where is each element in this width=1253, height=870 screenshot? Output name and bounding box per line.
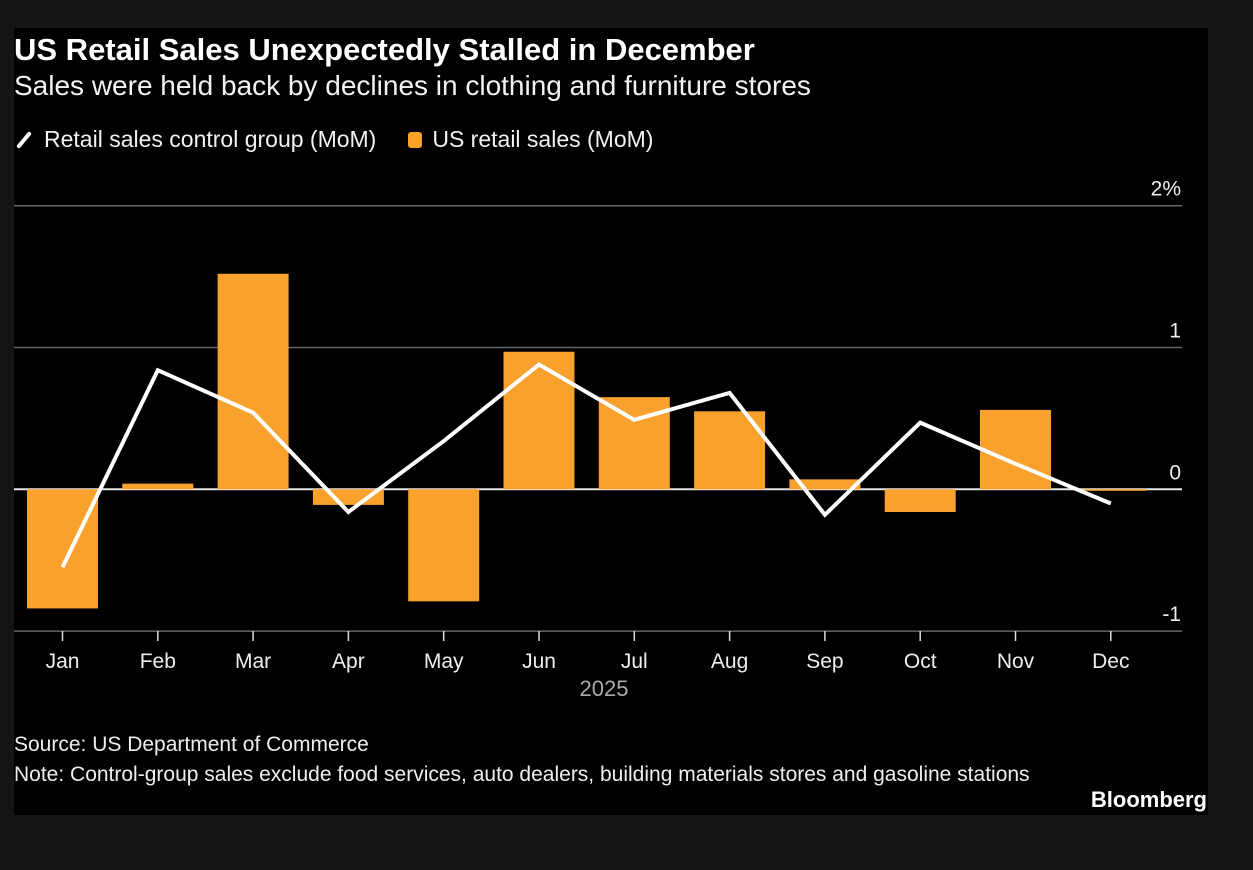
bar-dec — [1075, 489, 1147, 491]
x-tick-label: Mar — [235, 650, 271, 673]
legend-label-control-group: Retail sales control group (MoM) — [44, 126, 377, 152]
x-tick-label: Feb — [140, 650, 176, 673]
y-tick-label: 1 — [1169, 320, 1181, 343]
chart-subtitle: Sales were held back by declines in clot… — [14, 70, 811, 101]
footnote: Note: Control-group sales exclude food s… — [14, 763, 1030, 786]
x-tick-label: Apr — [332, 650, 365, 673]
bar-jun — [503, 351, 575, 490]
y-tick-label: -1 — [1162, 603, 1181, 626]
bar-may — [408, 489, 480, 602]
bloomberg-logo: Bloomberg — [1090, 787, 1207, 812]
bar-nov — [980, 409, 1051, 490]
legend-label-retail-sales: US retail sales (MoM) — [432, 126, 654, 152]
x-tick-label: Nov — [997, 650, 1035, 673]
chart-title: US Retail Sales Unexpectedly Stalled in … — [14, 32, 755, 67]
bar-oct — [884, 489, 956, 512]
x-tick-label: Jun — [522, 650, 556, 673]
legend: Retail sales control group (MoM) US reta… — [14, 126, 653, 153]
source-note: Source: US Department of Commerce — [14, 733, 369, 756]
bar-feb — [122, 483, 194, 490]
control-group-line — [60, 362, 1112, 569]
x-tick-label: Dec — [1092, 650, 1129, 673]
y-tick-label: 0 — [1169, 461, 1181, 484]
x-axis-label: 2025 — [579, 676, 629, 701]
bar-mar — [217, 273, 289, 490]
x-tick-label: May — [424, 650, 464, 673]
x-tick-label: Jul — [621, 650, 648, 673]
bar-jan — [27, 489, 98, 609]
x-tick-label: Jan — [46, 650, 80, 673]
bar-sep — [789, 479, 861, 490]
x-tick-label: Oct — [904, 650, 937, 673]
y-tick-label: 2% — [1151, 178, 1181, 201]
x-tick-label: Sep — [806, 650, 843, 673]
x-tick-label: Aug — [711, 650, 748, 673]
square-swatch-icon — [408, 131, 423, 148]
